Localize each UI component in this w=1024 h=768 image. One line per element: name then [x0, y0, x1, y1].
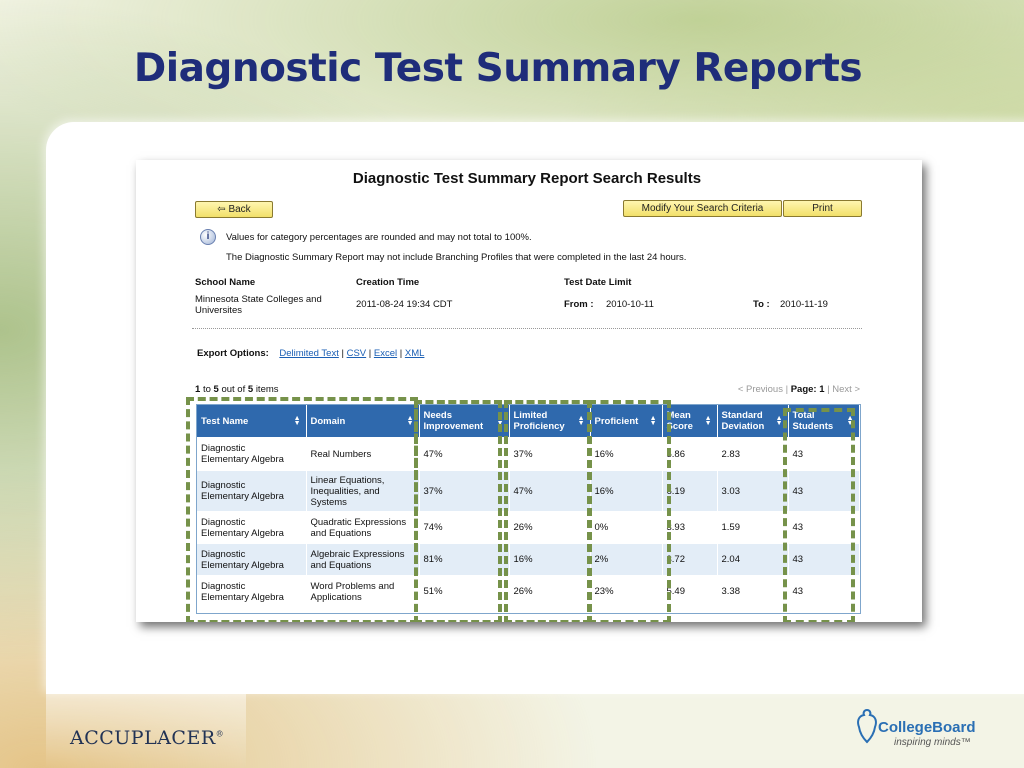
sort-arrows-icon[interactable]: ▲ ▼ [649, 415, 657, 427]
highlight-limited-proficiency [504, 400, 591, 622]
acorn-icon [857, 708, 877, 744]
cell-mean-score: 5.49 [662, 575, 718, 608]
column-header-needs-improvement[interactable]: Needs Improvement ▲ ▼ [419, 405, 510, 437]
accuplacer-logo: ACCUPLACER® [70, 727, 225, 749]
highlight-test-domain [186, 397, 418, 622]
cell-total-students: 43 [788, 511, 860, 544]
sort-arrows-icon[interactable]: ▲ ▼ [704, 415, 712, 427]
cell-needs-improvement: 81% [419, 544, 510, 575]
results-table: Test Name ▲ ▼ Domain ▲ ▼ Needs Improvement ▲ ▼ Lim… [197, 405, 860, 608]
cell-needs-improvement: 47% [419, 437, 510, 471]
collegeboard-logo: CollegeBoard inspiring minds™ [856, 706, 996, 756]
column-header-test-name[interactable]: Test Name ▲ ▼ [197, 405, 307, 437]
sort-arrows-icon[interactable]: ▲ ▼ [577, 415, 585, 427]
to-value: 2010-11-19 [780, 299, 828, 310]
print-button[interactable]: Print [783, 200, 862, 217]
column-header-limited-proficiency[interactable]: Limited Proficiency ▲ ▼ [509, 405, 591, 437]
slide-title: Diagnostic Test Summary Reports [133, 46, 863, 91]
pager-next[interactable]: Next > [832, 384, 860, 395]
sort-arrows-icon[interactable]: ▲ ▼ [293, 415, 301, 427]
column-header-domain[interactable]: Domain ▲ ▼ [306, 405, 420, 437]
cell-limited-proficiency: 47% [509, 471, 591, 511]
cell-standard-deviation: 2.04 [717, 544, 789, 575]
school-name-label: School Name [195, 277, 256, 288]
cell-mean-score: 5.86 [662, 437, 718, 471]
export-csv-link[interactable]: CSV [346, 348, 367, 359]
cell-limited-proficiency: 26% [509, 575, 591, 608]
report-screenshot: Diagnostic Test Summary Report Search Re… [136, 160, 922, 622]
cell-test-name: Diagnostic Elementary Algebra [197, 437, 307, 471]
highlight-needs-improvement [414, 400, 502, 622]
to-label: To : [753, 299, 770, 310]
sort-arrows-icon[interactable]: ▲ ▼ [406, 415, 414, 427]
cell-limited-proficiency: 26% [509, 511, 591, 544]
cell-mean-score: 3.93 [662, 511, 718, 544]
items-count: 1 to 5 out of 5 items [195, 384, 279, 395]
from-label: From : [564, 299, 594, 310]
pager-current-page: Page: 1 [790, 384, 825, 395]
highlight-proficient [588, 400, 671, 622]
note-rounding: Values for category percentages are roun… [226, 232, 532, 243]
table-row: Diagnostic Elementary Algebra Word Problem… [197, 575, 860, 608]
sort-arrows-icon[interactable]: ▲ ▼ [775, 415, 783, 427]
column-header-proficient[interactable]: Proficient ▲ ▼ [590, 405, 663, 437]
cell-mean-score: 6.19 [662, 471, 718, 511]
table-row: Diagnostic Elementary Algebra Algebraic Ex… [197, 544, 860, 575]
modify-search-button[interactable]: Modify Your Search Criteria [623, 200, 782, 217]
cell-limited-proficiency: 16% [509, 544, 591, 575]
cell-proficient: 23% [590, 575, 663, 608]
cell-proficient: 0% [590, 511, 663, 544]
info-icon: i [200, 229, 216, 245]
export-excel-link[interactable]: Excel [373, 348, 398, 359]
cell-proficient: 16% [590, 437, 663, 471]
cell-domain: Algebraic Expressions and Equations [306, 544, 420, 575]
cell-proficient: 16% [590, 471, 663, 511]
note-branching: The Diagnostic Summary Report may not in… [226, 252, 687, 263]
cell-test-name: Diagnostic Elementary Algebra [197, 575, 307, 608]
cell-standard-deviation: 3.38 [717, 575, 789, 608]
table-row: Diagnostic Elementary Algebra Linear Equat… [197, 471, 860, 511]
cell-needs-improvement: 51% [419, 575, 510, 608]
report-title: Diagnostic Test Summary Report Search Re… [352, 170, 702, 187]
sort-arrows-icon[interactable]: ▲ ▼ [846, 415, 854, 427]
creation-time-value: 2011-08-24 19:34 CDT [356, 299, 453, 310]
cell-total-students: 43 [788, 575, 860, 608]
school-name-value: Minnesota State Colleges and Universites [195, 294, 322, 316]
column-header-mean-score[interactable]: Mean Score ▲ ▼ [662, 405, 718, 437]
cell-domain: Word Problems and Applications [306, 575, 420, 608]
from-value: 2010-10-11 [606, 299, 654, 310]
cell-proficient: 2% [590, 544, 663, 575]
export-xml-link[interactable]: XML [404, 348, 425, 359]
cell-standard-deviation: 3.03 [717, 471, 789, 511]
table-row: Diagnostic Elementary Algebra Quadratic Ex… [197, 511, 860, 544]
table-row: Diagnostic Elementary Algebra Real Numbers… [197, 437, 860, 471]
cell-domain: Quadratic Expressions and Equations [306, 511, 420, 544]
highlight-total-students [783, 408, 855, 622]
cell-test-name: Diagnostic Elementary Algebra [197, 511, 307, 544]
pager-previous[interactable]: < Previous [737, 384, 783, 395]
cell-limited-proficiency: 37% [509, 437, 591, 471]
cell-total-students: 43 [788, 544, 860, 575]
export-label: Export Options: [197, 348, 269, 359]
export-options: Export Options: Delimited Text | CSV | E… [197, 348, 425, 359]
cell-needs-improvement: 37% [419, 471, 510, 511]
cell-test-name: Diagnostic Elementary Algebra [197, 471, 307, 511]
test-date-limit-label: Test Date Limit [564, 277, 632, 288]
divider [192, 328, 862, 329]
cell-needs-improvement: 74% [419, 511, 510, 544]
creation-time-label: Creation Time [356, 277, 420, 288]
cell-standard-deviation: 2.83 [717, 437, 789, 471]
pager: < Previous | Page: 1 | Next > [737, 384, 860, 395]
back-button[interactable]: ⇦ Back [195, 201, 273, 218]
cell-total-students: 43 [788, 471, 860, 511]
cell-test-name: Diagnostic Elementary Algebra [197, 544, 307, 575]
column-header-standard-deviation[interactable]: Standard Deviation ▲ ▼ [717, 405, 789, 437]
cell-standard-deviation: 1.59 [717, 511, 789, 544]
export-delimited-link[interactable]: Delimited Text [279, 348, 339, 359]
cell-mean-score: 3.72 [662, 544, 718, 575]
cell-domain: Real Numbers [306, 437, 420, 471]
cell-total-students: 43 [788, 437, 860, 471]
cell-domain: Linear Equations, Inequalities, and System… [306, 471, 420, 511]
